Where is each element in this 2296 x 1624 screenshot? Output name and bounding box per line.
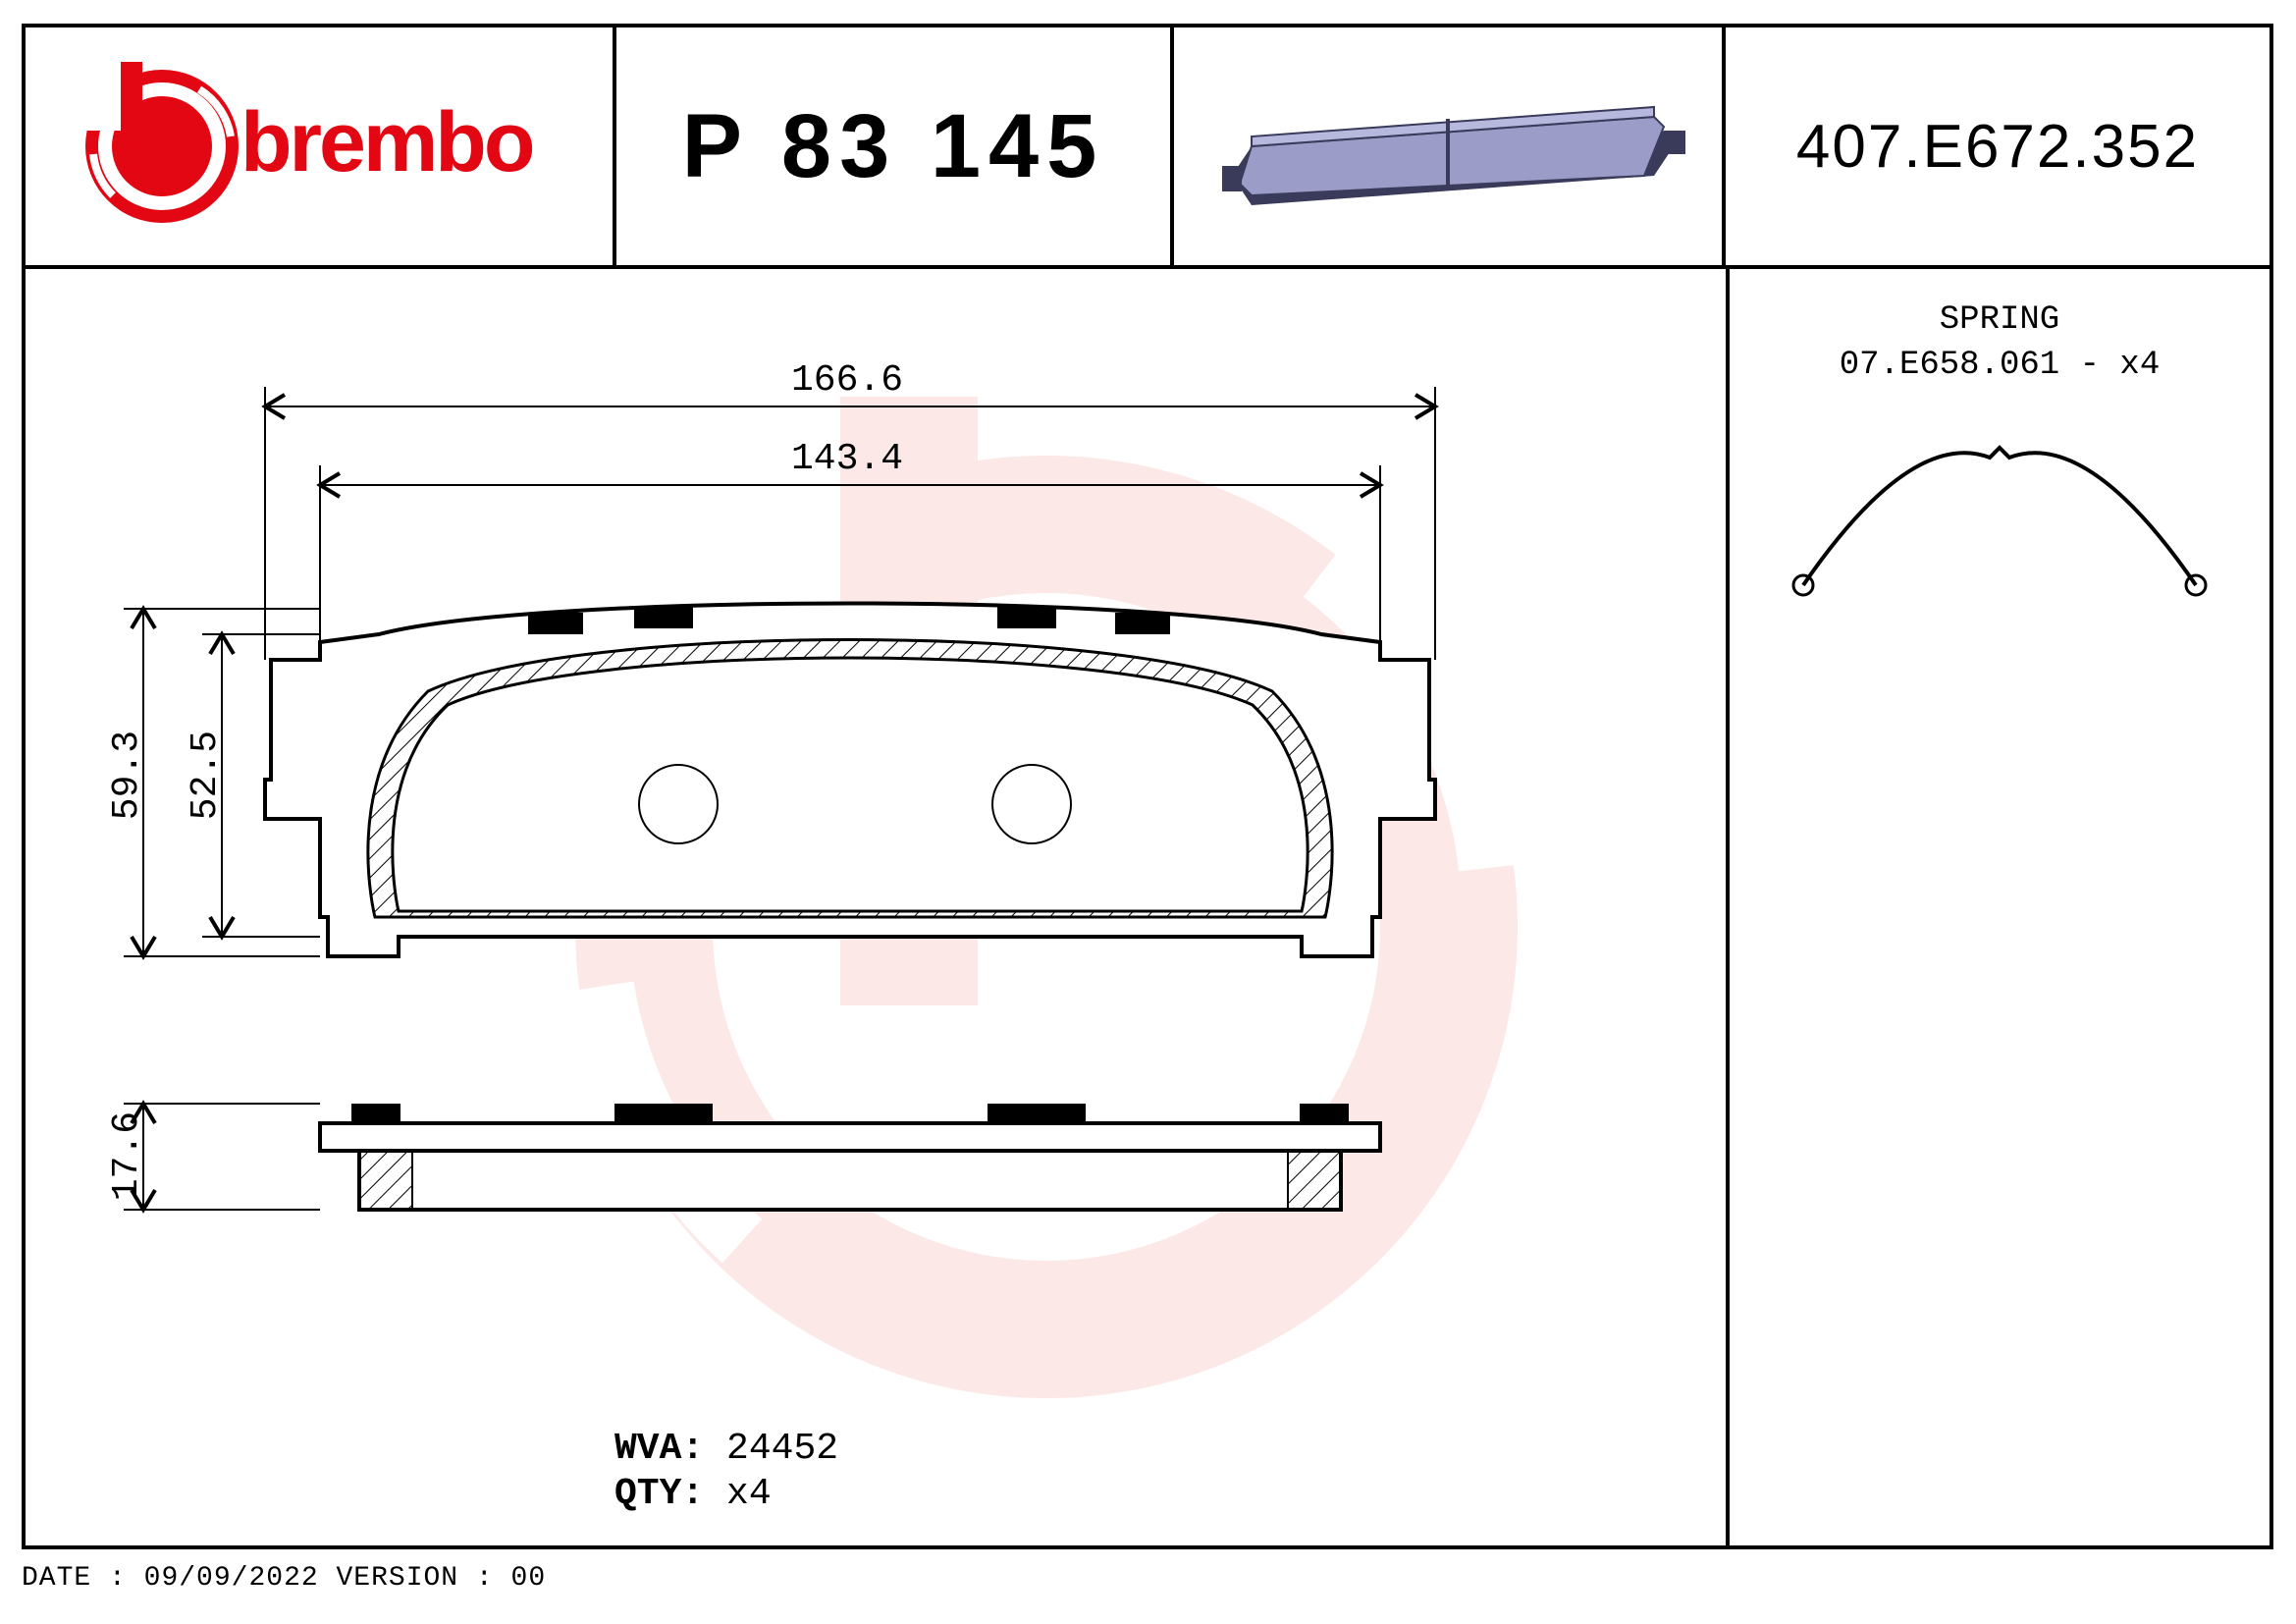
pad-side-view — [320, 1104, 1380, 1210]
part-number-cell: P 83 145 — [616, 27, 1174, 265]
footer-version-label: VERSION : — [336, 1563, 493, 1594]
footer-date-value: 09/09/2022 — [144, 1563, 319, 1594]
qty-row: QTY: x4 — [614, 1473, 772, 1515]
product-render-cell — [1174, 27, 1726, 265]
header-row: brembo P 83 145 — [26, 27, 2269, 269]
brembo-logo: brembo — [44, 48, 594, 244]
dim-overall-width-value: 166.6 — [791, 359, 903, 402]
footer-date-label: DATE : — [22, 1563, 127, 1594]
drawing-frame: brembo P 83 145 — [22, 24, 2273, 1549]
brembo-logo-cell: brembo — [26, 27, 616, 265]
wva-row: WVA: 24452 — [614, 1428, 838, 1470]
dim-inner-width-value: 143.4 — [791, 438, 903, 480]
qty-value: x4 — [726, 1473, 772, 1515]
spring-code: 07.E658.061 - x4 — [1730, 344, 2269, 389]
spring-drawing — [1764, 399, 2235, 615]
main-drawing-area: 166.6 143.4 59.3 52.5 17.6 WVA: 24452 QT… — [26, 269, 1722, 1545]
drawing-code: 407.E672.352 — [1796, 112, 2199, 182]
dim-height-outer-value: 59.3 — [106, 731, 148, 820]
pad-front-view — [265, 604, 1435, 957]
brembo-wordmark: brembo — [240, 95, 533, 189]
dim-thickness — [124, 1104, 320, 1210]
dim-height-inner-value: 52.5 — [185, 731, 227, 820]
spring-panel: SPRING 07.E658.061 - x4 — [1726, 269, 2269, 1545]
dim-thickness-value: 17.6 — [106, 1111, 148, 1201]
wva-label: WVA: — [614, 1428, 704, 1470]
page: brembo P 83 145 — [0, 0, 2296, 1624]
drawing-code-cell: 407.E672.352 — [1726, 27, 2269, 265]
qty-label: QTY: — [614, 1473, 704, 1515]
footer: DATE : 09/09/2022 VERSION : 00 — [22, 1563, 546, 1594]
part-number: P 83 145 — [682, 95, 1105, 198]
brake-pad-render — [1193, 38, 1703, 254]
spring-title: SPRING — [1730, 298, 2269, 344]
wva-value: 24452 — [726, 1428, 838, 1470]
footer-version-value: 00 — [511, 1563, 547, 1594]
